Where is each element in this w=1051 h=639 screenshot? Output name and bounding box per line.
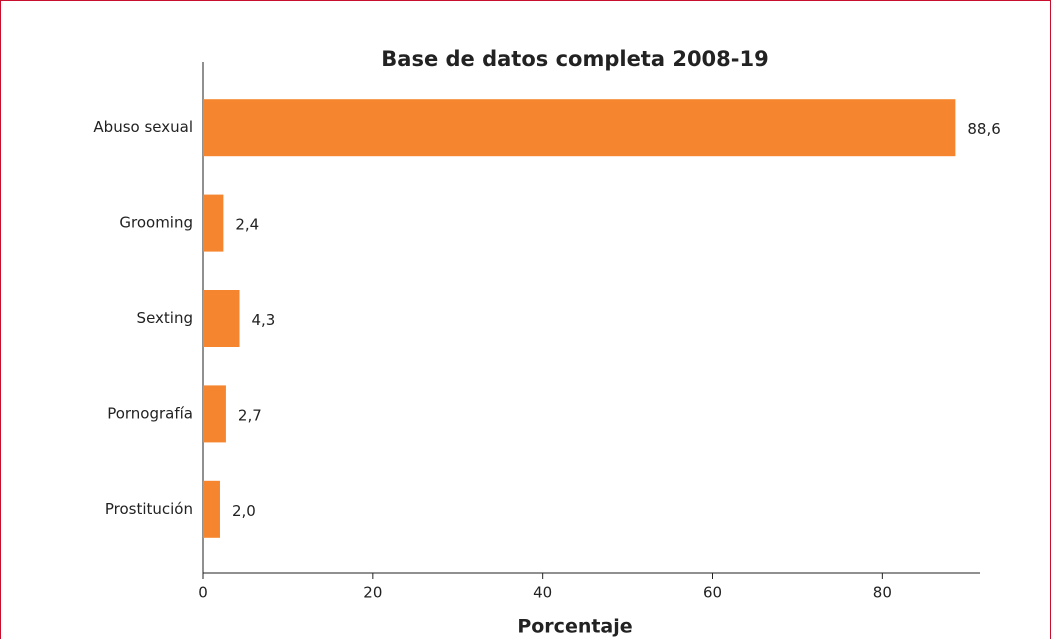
value-label: 2,0 [232, 502, 256, 520]
bar [203, 385, 226, 443]
bar [203, 194, 224, 252]
bar [203, 99, 956, 157]
x-tick-label: 60 [703, 584, 722, 602]
x-tick-label: 40 [533, 584, 552, 602]
value-label: 88,6 [967, 120, 1000, 138]
value-label: 2,4 [235, 216, 259, 234]
y-tick-label: Grooming [119, 214, 193, 232]
value-label: 2,7 [238, 406, 262, 424]
y-tick-label: Pornografía [107, 404, 193, 422]
y-tick-label: Prostitución [105, 500, 193, 518]
y-tick-label: Sexting [137, 309, 193, 327]
x-tick-label: 0 [198, 584, 208, 602]
x-tick-label: 80 [873, 584, 892, 602]
value-label: 4,3 [252, 311, 276, 329]
x-axis-label: Porcentaje [517, 616, 632, 638]
y-tick-label: Abuso sexual [93, 118, 193, 136]
x-tick-label: 20 [363, 584, 382, 602]
bar [203, 290, 240, 347]
chart-title: Base de datos completa 2008-19 [381, 47, 768, 71]
bar [203, 480, 220, 538]
